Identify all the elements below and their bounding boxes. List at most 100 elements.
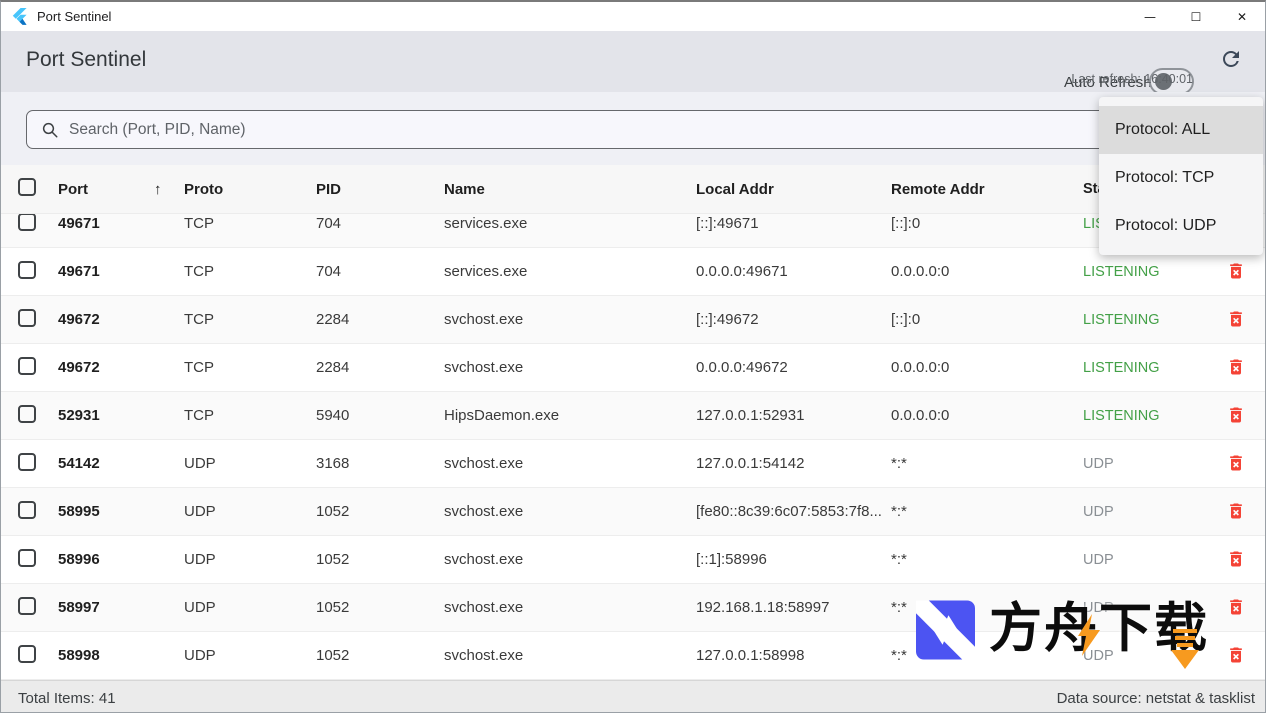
cell-remote-addr: *:* [891,455,907,472]
cell-proto: UDP [184,647,216,664]
minimize-button[interactable]: — [1127,2,1173,31]
table-row: 58996 UDP 1052 svchost.exe [::1]:58996 *… [1,536,1265,584]
cell-port: 58995 [58,503,100,520]
cell-local-addr: [fe80::8c39:6c07:5853:7f8... [696,503,882,520]
row-checkbox[interactable] [18,548,36,567]
table-body: 49671 TCP 704 services.exe [::]:49671 [:… [1,214,1265,680]
cell-pid: 1052 [316,503,350,520]
delete-row-button[interactable] [1225,597,1247,619]
cell-pid: 3168 [316,455,350,472]
cell-remote-addr: *:* [891,599,907,616]
protocol-menu-item[interactable]: Protocol: UDP [1115,217,1217,234]
column-header-local-addr[interactable]: Local Addr [696,180,774,198]
delete-row-button[interactable] [1225,453,1247,475]
row-checkbox[interactable] [18,452,36,471]
cell-port: 58997 [58,599,100,616]
status-badge: UDP [1083,503,1114,520]
cell-local-addr: [::]:49671 [696,215,759,232]
cell-proto: TCP [184,407,214,424]
delete-row-button[interactable] [1225,261,1247,283]
search-input[interactable] [69,120,1241,139]
maximize-button[interactable]: ☐ [1173,2,1219,31]
status-badge: LISTENING [1083,407,1160,424]
select-all-checkbox[interactable] [18,178,36,196]
close-button[interactable]: ✕ [1219,2,1265,31]
cell-local-addr: [::]:49672 [696,311,759,328]
cell-port: 49672 [58,359,100,376]
column-header-port[interactable]: Port [58,180,88,198]
delete-forever-icon [1230,455,1242,470]
flutter-logo-icon [12,8,27,25]
delete-forever-icon [1230,503,1242,518]
cell-proto: TCP [184,359,214,376]
cell-port: 52931 [58,407,100,424]
cell-local-addr: 192.168.1.18:58997 [696,599,830,616]
cell-pid: 2284 [316,311,350,328]
row-checkbox[interactable] [18,644,36,663]
cell-proto: UDP [184,503,216,520]
cell-port: 54142 [58,455,100,472]
status-badge: UDP [1083,455,1114,472]
search-box[interactable] [26,110,1242,149]
row-checkbox[interactable] [18,596,36,615]
table-header: Port ↑ Proto PID Name Local Addr Remote … [1,165,1265,214]
cell-remote-addr: *:* [891,503,907,520]
column-header-name[interactable]: Name [444,180,485,198]
delete-forever-icon [1230,599,1242,614]
cell-proto: TCP [184,215,214,232]
cell-local-addr: 127.0.0.1:54142 [696,455,805,472]
table-row: 54142 UDP 3168 svchost.exe 127.0.0.1:541… [1,440,1265,488]
cell-local-addr: 0.0.0.0:49672 [696,359,788,376]
status-badge: UDP [1083,599,1114,616]
cell-name: services.exe [444,263,528,280]
cell-port: 58996 [58,551,100,568]
cell-pid: 704 [316,263,342,280]
delete-row-button[interactable] [1225,309,1247,331]
app-header: Port Sentinel Auto Refresh Last refresh:… [1,31,1265,95]
delete-row-button[interactable] [1225,501,1247,523]
cell-pid: 1052 [316,599,350,616]
cell-name: HipsDaemon.exe [444,407,560,424]
cell-local-addr: 127.0.0.1:52931 [696,407,805,424]
delete-row-button[interactable] [1225,645,1247,667]
toggle-knob [1155,73,1172,90]
cell-name: svchost.exe [444,551,524,568]
auto-refresh-toggle[interactable] [1149,68,1194,95]
cell-name: services.exe [444,215,528,232]
protocol-menu-item[interactable]: Protocol: TCP [1115,169,1215,186]
cell-pid: 1052 [316,551,350,568]
row-checkbox[interactable] [18,404,36,423]
cell-pid: 1052 [316,647,350,664]
cell-proto: TCP [184,263,214,280]
cell-pid: 2284 [316,359,350,376]
column-header-remote-addr[interactable]: Remote Addr [891,180,985,198]
delete-forever-icon [1230,407,1242,422]
delete-row-button[interactable] [1225,549,1247,571]
cell-proto: TCP [184,311,214,328]
table-row: 58997 UDP 1052 svchost.exe 192.168.1.18:… [1,584,1265,632]
delete-row-button[interactable] [1225,357,1247,379]
protocol-menu-item[interactable]: Protocol: ALL [1099,106,1263,154]
row-checkbox[interactable] [18,500,36,519]
cell-name: svchost.exe [444,311,524,328]
delete-row-button[interactable] [1225,405,1247,427]
row-checkbox[interactable] [18,308,36,327]
column-header-proto[interactable]: Proto [184,180,224,198]
column-header-pid[interactable]: PID [316,180,342,198]
table-row: 58998 UDP 1052 svchost.exe 127.0.0.1:589… [1,632,1265,680]
refresh-button[interactable] [1217,46,1245,74]
status-badge: LISTENING [1083,263,1160,280]
delete-forever-icon [1230,311,1242,326]
row-checkbox[interactable] [18,260,36,279]
protocol-filter-menu: Protocol: ALL Protocol: TCP Protocol: UD… [1099,97,1263,255]
cell-port: 58998 [58,647,100,664]
cell-remote-addr: *:* [891,551,907,568]
row-checkbox[interactable] [18,214,36,231]
sort-asc-icon[interactable]: ↑ [154,180,162,198]
last-refresh-text: Last refresh: 16:40:01 [1071,72,1193,86]
cell-proto: UDP [184,551,216,568]
cell-port: 49671 [58,215,100,232]
cell-name: svchost.exe [444,503,524,520]
row-checkbox[interactable] [18,356,36,375]
